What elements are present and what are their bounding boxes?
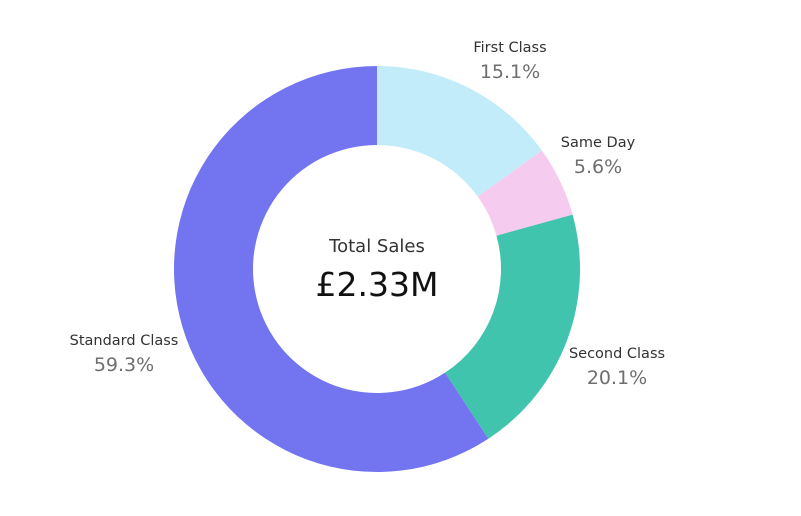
slice-label-same-day: Same Day bbox=[561, 135, 636, 151]
slice-percent-same-day: 5.6% bbox=[574, 156, 622, 178]
slice-standard-class[interactable] bbox=[174, 65, 489, 472]
slice-first-class[interactable] bbox=[377, 66, 542, 197]
donut-slices bbox=[174, 65, 580, 472]
slice-labels: First Class 15.1% Same Day 5.6% Second Class… bbox=[70, 40, 665, 389]
slice-percent-first-class: 15.1% bbox=[480, 61, 540, 83]
center-label: Total Sales bbox=[328, 236, 425, 257]
slice-percent-standard-class: 59.3% bbox=[94, 354, 154, 376]
slice-same-day[interactable] bbox=[477, 150, 573, 236]
slice-percent-second-class: 20.1% bbox=[587, 367, 647, 389]
slice-second-class[interactable] bbox=[445, 214, 580, 439]
center-value: £2.33M bbox=[316, 265, 439, 304]
slice-label-first-class: First Class bbox=[473, 40, 546, 56]
slice-label-second-class: Second Class bbox=[569, 346, 665, 362]
slice-label-standard-class: Standard Class bbox=[70, 333, 179, 349]
